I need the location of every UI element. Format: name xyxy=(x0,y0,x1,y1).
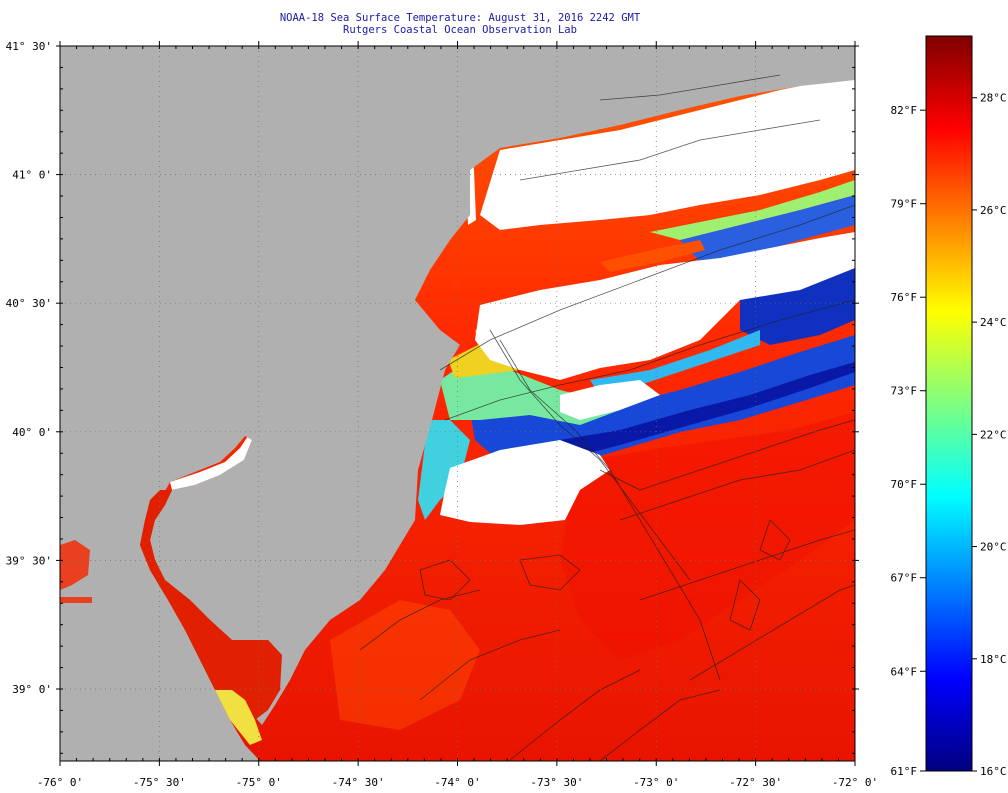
lon-label: -74° 0' xyxy=(434,776,480,789)
colorbar-c-label: 18°C xyxy=(980,653,1007,666)
cloud-cover xyxy=(440,440,610,525)
lon-label: -72° 0' xyxy=(832,776,878,789)
lon-label: -76° 0' xyxy=(37,776,83,789)
cloud-cover xyxy=(480,78,855,230)
lat-label: 39° 30' xyxy=(6,554,52,567)
colorbar-f-label: 70°F xyxy=(891,478,918,491)
cold-water-band xyxy=(470,335,855,470)
colorbar-c-label: 28°C xyxy=(980,92,1007,105)
warm-water-patch xyxy=(560,412,855,660)
cloud-strip xyxy=(170,436,252,490)
graticule-lines xyxy=(60,46,855,761)
chesapeake-inlet xyxy=(60,597,92,603)
cold-water-band xyxy=(560,362,855,458)
map-subtitle: Rutgers Coastal Ocean Observation Lab xyxy=(343,24,577,36)
lon-label: -72° 30' xyxy=(729,776,782,789)
cold-water-patch xyxy=(740,268,855,345)
lat-label: 39° 0' xyxy=(12,683,52,696)
lat-label: 41° 0' xyxy=(12,169,52,182)
colorbar-c-label: 20°C xyxy=(980,541,1007,554)
latitude-labels: 41° 30' 41° 0' 40° 30' 40° 0' 39° 30' 39° 0' xyxy=(6,40,52,696)
colorbar xyxy=(925,35,973,772)
colorbar-f-label: 64°F xyxy=(891,665,918,678)
colorbar-celsius-labels: 28°C 26°C 24°C 22°C 20°C 18°C 16°C xyxy=(972,92,1007,778)
colorbar-f-label: 73°F xyxy=(891,385,918,398)
lon-label: -73° 30' xyxy=(530,776,583,789)
cold-water-patch xyxy=(680,195,855,262)
colorbar-c-label: 16°C xyxy=(980,765,1007,778)
colorbar-f-label: 79°F xyxy=(891,198,918,211)
delaware-bay-mouth xyxy=(215,690,262,745)
cool-water-band xyxy=(418,420,470,520)
colorbar-f-label: 82°F xyxy=(891,104,918,117)
chesapeake-inlet xyxy=(60,540,90,590)
cool-water-band xyxy=(650,180,855,240)
land-mainland xyxy=(60,46,855,761)
longitude-labels: -76° 0' -75° 30' -75° 0' -74° 30' -74° 0' -73… xyxy=(37,776,878,789)
cool-water-band xyxy=(590,330,760,395)
lat-label: 40° 30' xyxy=(6,297,52,310)
colorbar-c-label: 22°C xyxy=(980,428,1007,441)
axis-ticks xyxy=(56,41,859,766)
colorbar-fahrenheit-labels: 82°F 79°F 76°F 73°F 70°F 67°F 64°F 61°F xyxy=(891,104,926,778)
lat-label: 40° 0' xyxy=(12,426,52,439)
lon-label: -75° 0' xyxy=(236,776,282,789)
cloud-cover xyxy=(560,380,660,420)
warm-water-patch xyxy=(330,600,480,730)
lat-label: 41° 30' xyxy=(6,40,52,53)
orange-band xyxy=(600,240,705,272)
colorbar-c-label: 24°C xyxy=(980,316,1007,329)
colorbar-f-label: 76°F xyxy=(891,291,918,304)
cloud-cover xyxy=(475,232,855,380)
map-title: NOAA-18 Sea Surface Temperature: August … xyxy=(279,12,641,24)
lon-label: -75° 30' xyxy=(133,776,186,789)
colorbar-f-label: 61°F xyxy=(891,765,918,778)
delaware-bay xyxy=(140,490,282,720)
colorbar-c-label: 26°C xyxy=(980,204,1007,217)
lon-label: -73° 0' xyxy=(633,776,679,789)
bathymetry-contours xyxy=(359,74,855,761)
colorbar-f-label: 67°F xyxy=(891,572,918,585)
lon-label: -74° 30' xyxy=(332,776,385,789)
